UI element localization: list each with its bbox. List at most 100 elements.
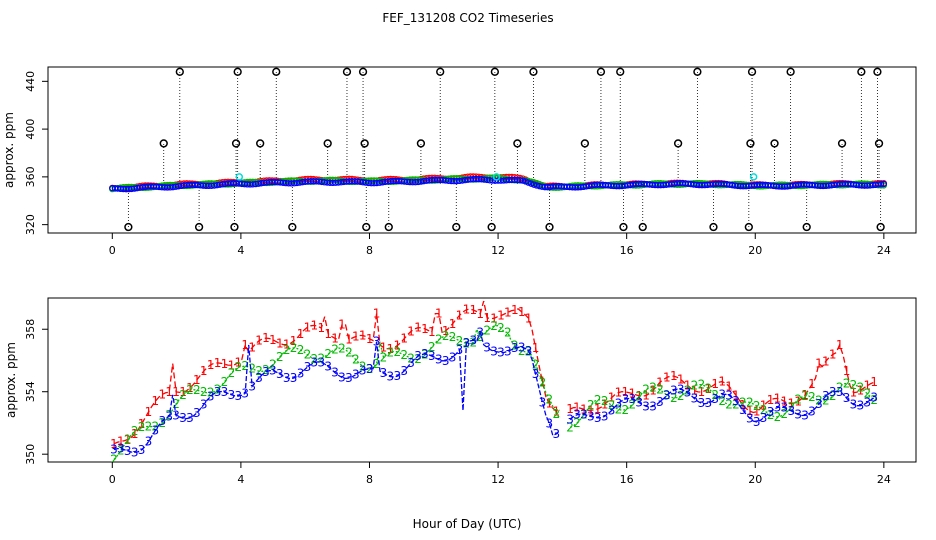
point-symbol: 2 bbox=[262, 363, 270, 377]
point-symbol: 3 bbox=[241, 386, 249, 400]
point-symbol: 3 bbox=[794, 408, 802, 422]
point-symbol: 3 bbox=[642, 399, 650, 413]
point-symbol: 2 bbox=[483, 323, 491, 337]
y-tick-label: 320 bbox=[24, 214, 37, 235]
point-symbol: 2 bbox=[221, 375, 229, 389]
point-symbol: 3 bbox=[594, 411, 602, 425]
point-symbol: 1 bbox=[276, 336, 284, 350]
point-symbol: 2 bbox=[304, 348, 312, 362]
spike-point bbox=[416, 139, 426, 148]
point-symbol: 2 bbox=[456, 334, 464, 348]
point-symbol: 2 bbox=[615, 402, 623, 416]
point-symbol: 2 bbox=[746, 395, 754, 409]
point-symbol: 2 bbox=[138, 420, 146, 434]
point-symbol: 3 bbox=[145, 435, 153, 449]
point-symbol: 3 bbox=[808, 405, 816, 419]
point-symbol: 1 bbox=[179, 385, 187, 399]
point-symbol: 1 bbox=[469, 303, 477, 317]
point-symbol: 2 bbox=[228, 366, 236, 380]
series-line bbox=[113, 330, 875, 454]
point-symbol: 1 bbox=[435, 307, 443, 321]
point-symbol: 1 bbox=[801, 388, 809, 402]
point-symbol: 1 bbox=[214, 356, 222, 370]
point-symbol: 3 bbox=[843, 391, 851, 405]
point-symbol: 2 bbox=[691, 379, 699, 393]
point-symbol: 3 bbox=[635, 396, 643, 410]
point-symbol: 3 bbox=[746, 411, 754, 425]
point-symbol: 2 bbox=[179, 388, 187, 402]
point-symbol: 3 bbox=[442, 354, 450, 368]
point-symbol: 3 bbox=[262, 365, 270, 379]
point-symbol: 2 bbox=[843, 377, 851, 391]
point-symbol: 3 bbox=[684, 386, 692, 400]
point-symbol: 3 bbox=[304, 360, 312, 374]
point-symbol: 1 bbox=[442, 324, 450, 338]
point-symbol: 3 bbox=[131, 445, 139, 459]
point-symbol: 3 bbox=[276, 367, 284, 381]
point-symbol: 2 bbox=[214, 382, 222, 396]
point-symbol: 1 bbox=[248, 341, 256, 355]
point-symbol: 2 bbox=[345, 345, 353, 359]
point-symbol: 2 bbox=[234, 360, 242, 374]
spike-point bbox=[770, 139, 779, 148]
point-symbol: 3 bbox=[552, 427, 560, 441]
point-symbol: 3 bbox=[622, 392, 630, 406]
point-symbol: 3 bbox=[214, 385, 222, 399]
point-symbol: 2 bbox=[366, 362, 374, 376]
spike-point bbox=[873, 67, 882, 76]
point-symbol: 1 bbox=[546, 396, 554, 410]
point-symbol: 2 bbox=[269, 358, 277, 372]
point-symbol: 3 bbox=[663, 389, 671, 403]
point-symbol: 1 bbox=[186, 381, 194, 395]
point-symbol: 2 bbox=[532, 357, 540, 371]
spike-point bbox=[231, 139, 241, 148]
point-symbol: 1 bbox=[262, 331, 270, 345]
point-symbol: 3 bbox=[207, 389, 215, 403]
point-symbol: 3 bbox=[628, 392, 636, 406]
point-symbol: 2 bbox=[753, 399, 761, 413]
point-symbol: 2 bbox=[573, 416, 581, 430]
point-symbol: 1 bbox=[304, 320, 312, 334]
point-symbol: 2 bbox=[822, 394, 830, 408]
spike-point bbox=[747, 67, 757, 76]
point-symbol: 2 bbox=[469, 335, 477, 349]
point-symbol: 2 bbox=[801, 389, 809, 403]
spike-point bbox=[619, 222, 628, 232]
point-symbol: 1 bbox=[580, 402, 588, 416]
point-symbol: 2 bbox=[670, 391, 678, 405]
point-symbol: 3 bbox=[815, 397, 823, 411]
spike-point bbox=[529, 67, 538, 76]
point-symbol: 1 bbox=[228, 358, 236, 372]
point-symbol: 1 bbox=[456, 308, 464, 322]
y-tick-label: 440 bbox=[24, 71, 37, 92]
point-symbol: 3 bbox=[152, 423, 160, 437]
spike-point bbox=[874, 139, 884, 148]
point-symbol: 3 bbox=[200, 397, 208, 411]
point-symbol: 3 bbox=[317, 355, 325, 369]
point-symbol: 2 bbox=[781, 407, 789, 421]
point-symbol: 1 bbox=[366, 332, 374, 346]
data-point bbox=[877, 180, 885, 188]
point-symbol: 2 bbox=[698, 378, 706, 392]
point-symbol: 2 bbox=[172, 397, 180, 411]
point-symbol: 2 bbox=[870, 393, 878, 407]
point-symbol: 2 bbox=[628, 397, 636, 411]
point-symbol: 3 bbox=[331, 366, 339, 380]
point-symbol: 3 bbox=[407, 356, 415, 370]
point-symbol: 1 bbox=[400, 332, 408, 346]
point-symbol: 3 bbox=[228, 388, 236, 402]
point-symbol: 3 bbox=[469, 333, 477, 347]
point-symbol: 3 bbox=[490, 344, 498, 358]
spike-point bbox=[513, 139, 522, 148]
point-symbol: 2 bbox=[518, 344, 526, 358]
point-symbol: 3 bbox=[787, 404, 795, 418]
data-point bbox=[519, 177, 527, 184]
point-symbol: 1 bbox=[352, 330, 360, 344]
point-symbol: 3 bbox=[221, 385, 229, 399]
x-tick-label: 16 bbox=[620, 473, 634, 486]
point-symbol: 1 bbox=[331, 331, 339, 345]
point-symbol: 1 bbox=[234, 356, 242, 370]
point-symbol: 1 bbox=[539, 375, 547, 389]
point-symbol: 2 bbox=[732, 398, 740, 412]
